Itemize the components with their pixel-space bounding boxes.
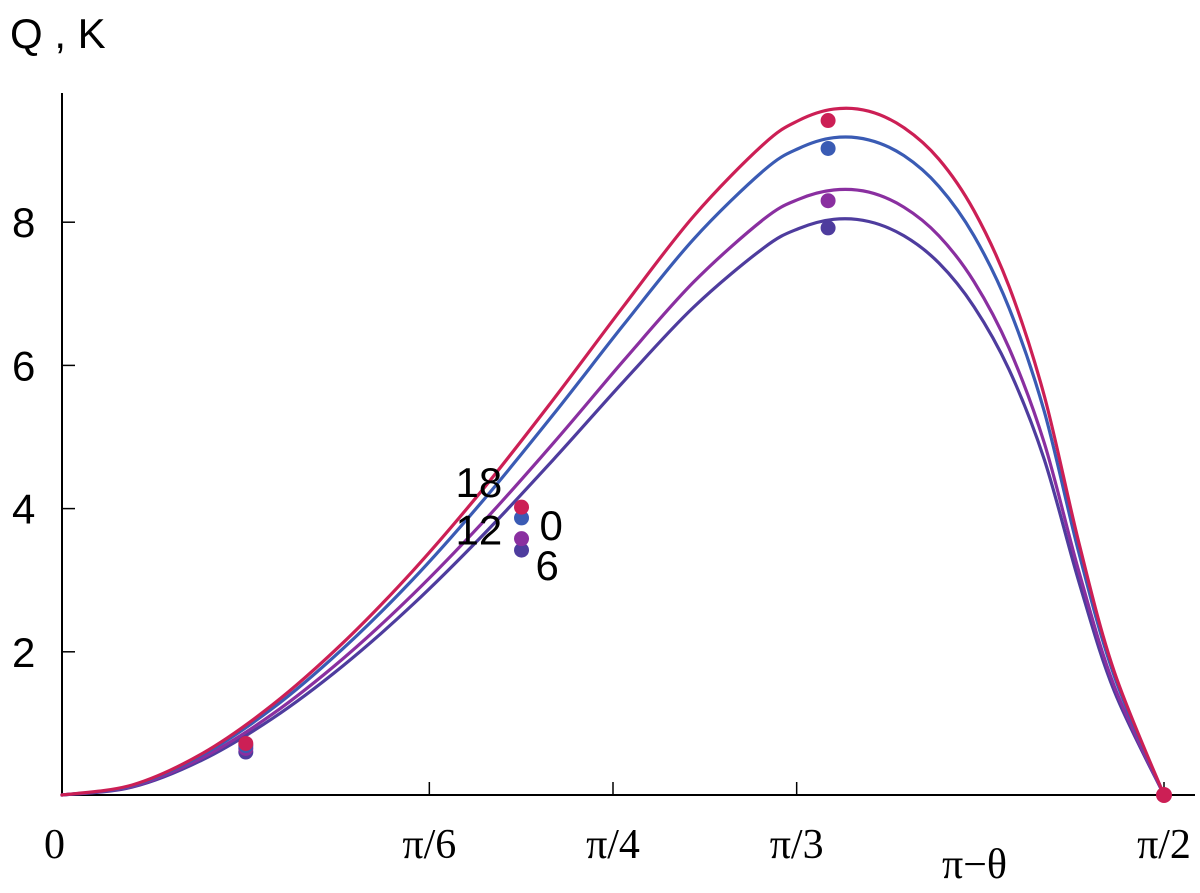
data-point-6: [514, 542, 530, 558]
markers: [238, 113, 1172, 803]
curves: [60, 106, 1166, 797]
x-axis-label: π−θ: [942, 842, 1007, 888]
series-line-6: [60, 217, 1166, 797]
x-ticks: 0 π/6 π/4 π/3 π/2: [44, 782, 1191, 868]
series-line-12: [60, 187, 1166, 797]
data-point-6: [820, 220, 836, 236]
y-tick-label: 6: [12, 342, 35, 389]
series-label-18: 18: [456, 459, 503, 506]
series-line-18: [60, 106, 1166, 797]
data-point-18: [238, 735, 254, 751]
series-label-0: 0: [540, 502, 563, 549]
x-tick-label: π/4: [586, 822, 640, 868]
axes: [61, 93, 1195, 796]
endpoint-marker: [1156, 787, 1172, 803]
x-tick-label: π/3: [770, 822, 824, 868]
series-label-12: 12: [456, 507, 503, 554]
x-tick-label: π/2: [1137, 822, 1191, 868]
x-tick-label: 0: [44, 822, 65, 868]
data-point-0: [514, 510, 530, 526]
data-point-12: [514, 531, 530, 547]
y-tick-label: 2: [12, 629, 35, 676]
y-ticks: 2 4 6 8: [12, 199, 75, 676]
series-annotations: 18 0 12 6: [456, 459, 563, 589]
data-point-0: [820, 140, 836, 156]
y-axis-label: Q , K: [10, 10, 106, 57]
data-point-18: [820, 113, 836, 129]
y-tick-label: 4: [12, 486, 35, 533]
series-label-6: 6: [536, 542, 559, 589]
series-line-0: [60, 135, 1166, 797]
x-tick-label: π/6: [402, 822, 456, 868]
y-tick-label: 8: [12, 199, 35, 246]
data-point-12: [820, 193, 836, 209]
data-point-18: [514, 499, 530, 515]
